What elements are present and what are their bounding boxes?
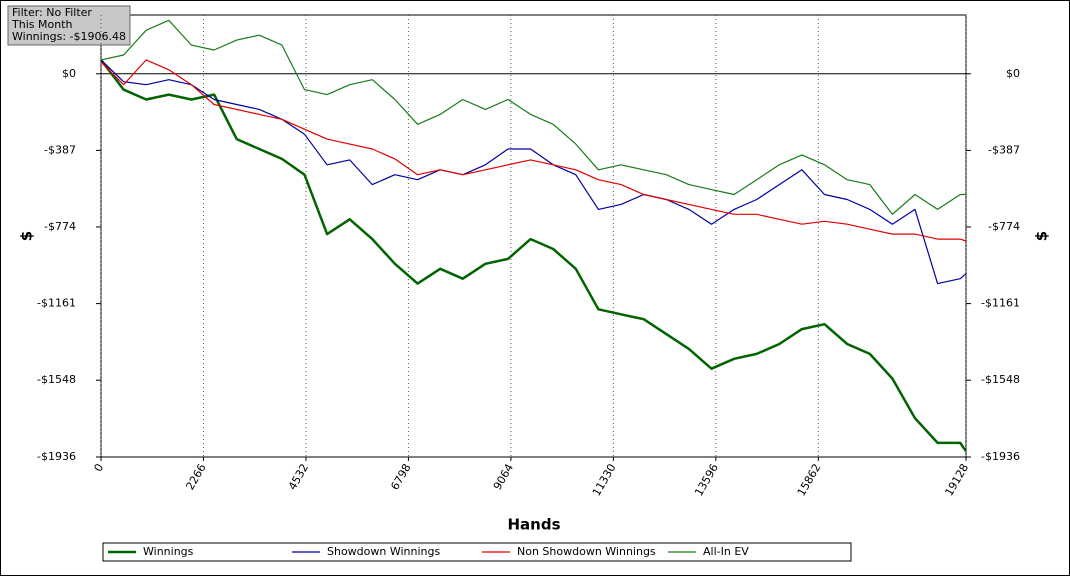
y-tick-label: -$1161: [37, 297, 76, 310]
legend-label: Non Showdown Winnings: [517, 545, 656, 558]
y-tick-label: -$1548: [37, 373, 76, 386]
x-axis-title: Hands: [507, 516, 560, 534]
info-box: [7, 5, 131, 46]
y2-tick-label: -$774: [988, 220, 1020, 233]
info-text: Winnings: -$1906.48: [12, 30, 126, 43]
y2-tick-label: -$387: [988, 143, 1020, 156]
y-tick-label: -$774: [44, 220, 76, 233]
series-line: [100, 19, 966, 215]
y-tick-label: -$1936: [37, 450, 76, 463]
legend: [102, 542, 852, 562]
series-line: [100, 59, 967, 242]
y2-tick-label: -$1161: [981, 297, 1020, 310]
info-text: Filter: No Filter: [12, 6, 92, 19]
y-tick-label: -$387: [44, 143, 76, 156]
legend-label: Showdown Winnings: [327, 545, 441, 558]
series-line: [100, 59, 968, 452]
y2-tick-label: $0: [1006, 67, 1020, 80]
y-axis-title: $: [18, 231, 36, 241]
series-line: [100, 59, 967, 285]
legend-label: All-In EV: [703, 545, 749, 558]
info-text: This Month: [11, 18, 72, 31]
y2-tick-label: -$1548: [981, 373, 1020, 386]
y2-axis-title: $: [1033, 231, 1051, 241]
y2-tick-label: -$1936: [981, 450, 1020, 463]
legend-label: Winnings: [143, 545, 194, 558]
y-tick-label: $0: [62, 67, 76, 80]
